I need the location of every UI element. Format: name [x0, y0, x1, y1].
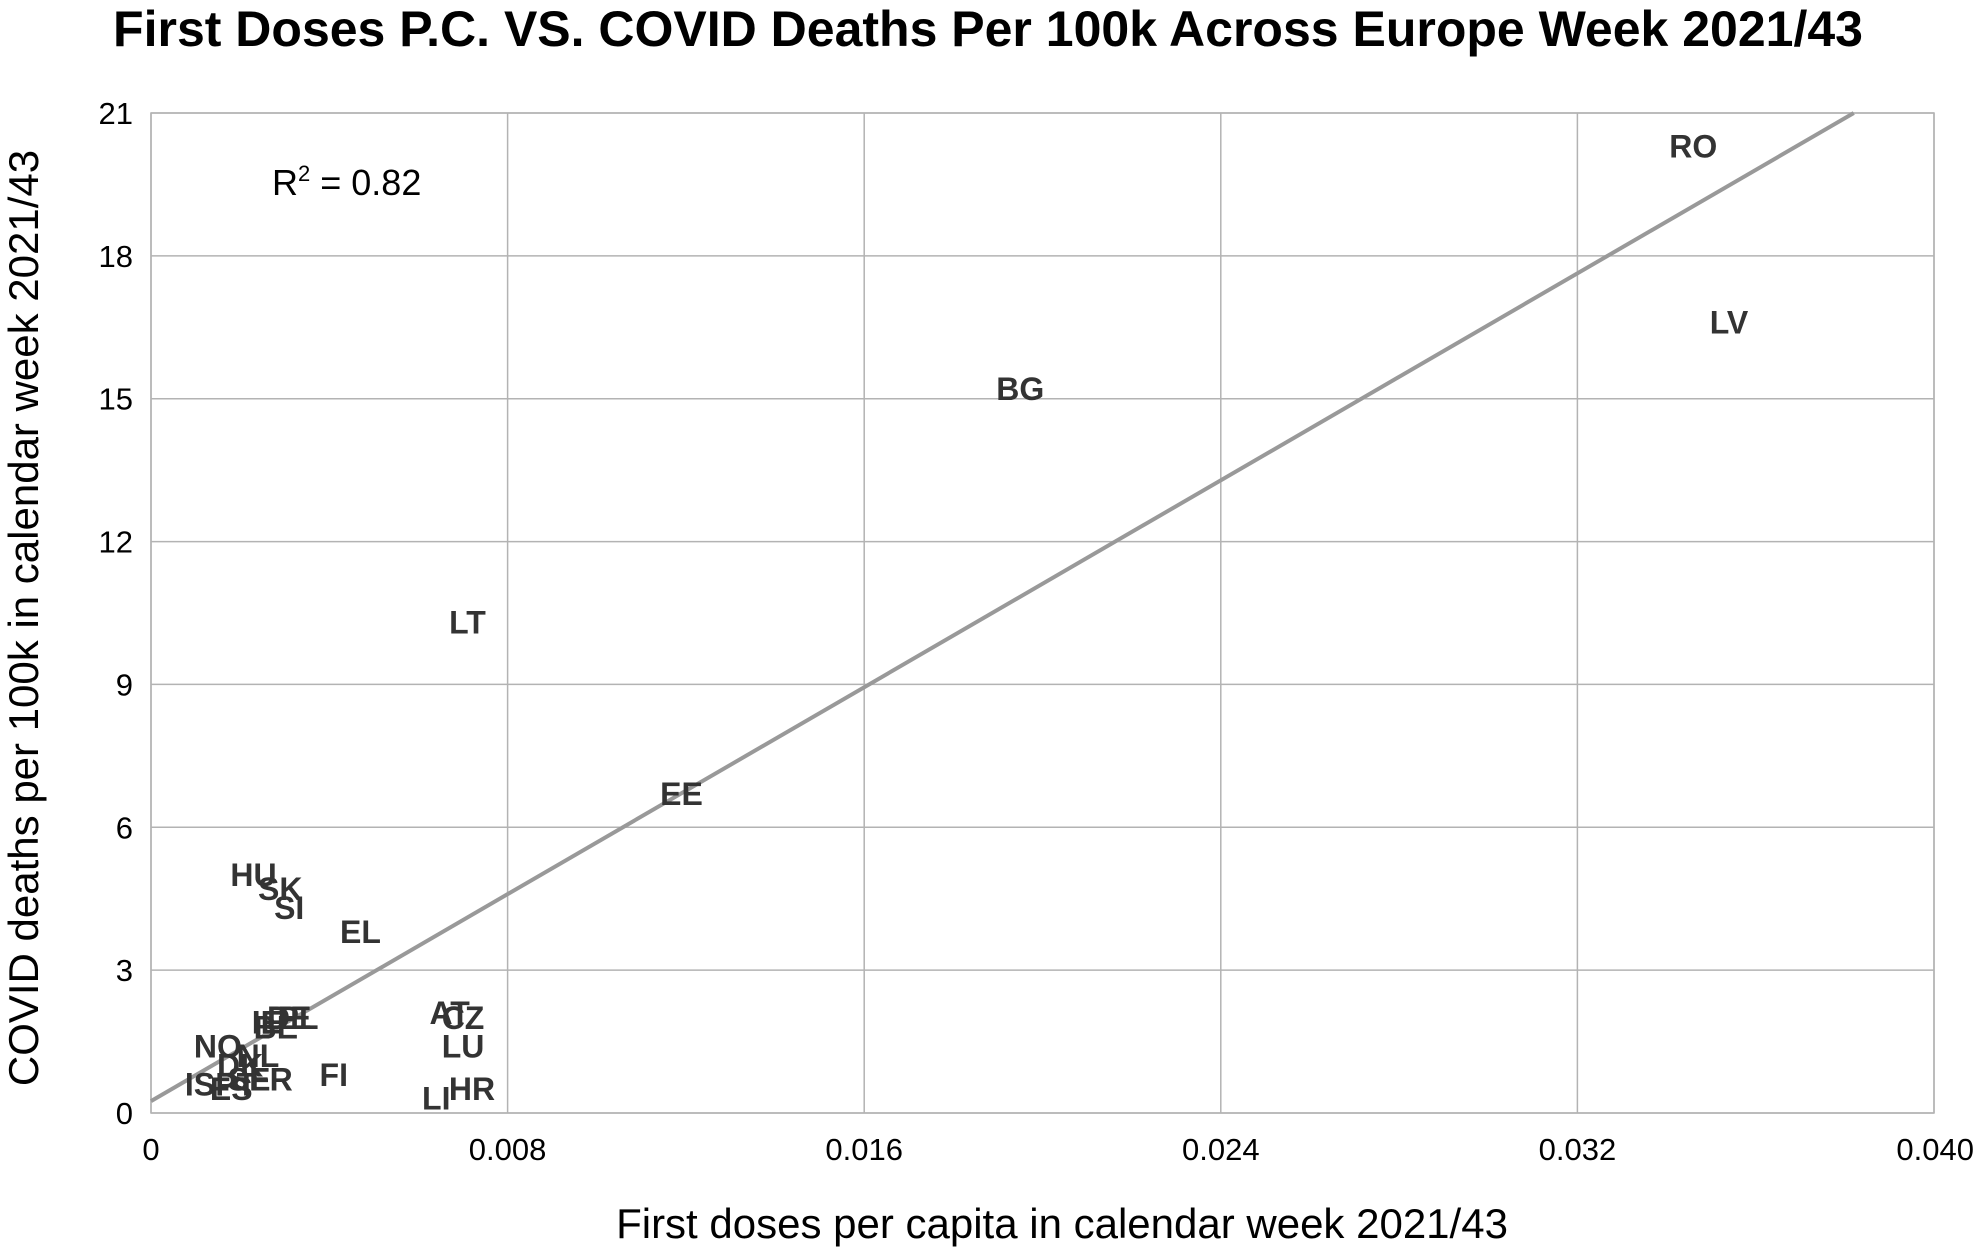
point-label-se: SE: [228, 1062, 271, 1098]
x-tick-label: 0: [142, 1132, 159, 1167]
point-label-el: EL: [340, 914, 381, 950]
point-label-is: IS: [185, 1066, 215, 1102]
y-tick-label: 9: [116, 667, 133, 702]
y-tick-label: 18: [99, 239, 133, 274]
point-label-es: ES: [210, 1071, 253, 1107]
point-label-lv: LV: [1710, 305, 1749, 341]
y-tick-label: 12: [99, 525, 133, 560]
point-label-hr: HR: [449, 1071, 495, 1107]
point-label-lu: LU: [442, 1028, 485, 1064]
point-label-ie: IE: [252, 1005, 282, 1041]
trend-line: [149, 111, 1855, 1103]
x-axis-ticks: 0 0.008 0.016 0.024 0.032 0.040: [142, 1132, 1974, 1167]
point-label-at: AT: [430, 995, 471, 1031]
point-label-ro: RO: [1669, 128, 1717, 164]
plot-area: [150, 112, 1935, 1114]
point-label-de: DE: [267, 1000, 311, 1036]
r-squared-annotation: R2 = 0.82: [272, 161, 421, 203]
chart-title: First Doses P.C. VS. COVID Deaths Per 10…: [113, 1, 1863, 57]
x-tick-label: 0.024: [1182, 1132, 1260, 1167]
x-tick-label: 0.016: [825, 1132, 903, 1167]
point-label-cz: CZ: [442, 1000, 485, 1036]
x-tick-label: 0.008: [469, 1132, 547, 1167]
point-label-no: NO: [194, 1028, 242, 1064]
point-label-lt: LT: [449, 605, 486, 641]
point-label-nl: NL: [237, 1038, 280, 1074]
grid: [150, 112, 1935, 1114]
y-tick-label: 0: [116, 1096, 133, 1131]
point-label-fi: FI: [320, 1057, 348, 1093]
point-label-ee: EE: [660, 776, 703, 812]
y-axis-label: COVID deaths per 100k in calendar week 2…: [0, 150, 47, 1086]
y-tick-label: 15: [99, 382, 133, 417]
point-label-hu: HU: [230, 857, 276, 893]
point-label-li: LI: [422, 1081, 450, 1117]
y-axis-ticks: 0 3 6 9 12 15 18 21: [99, 96, 133, 1131]
point-label-bg: BG: [996, 371, 1044, 407]
point-label-pl: PL: [278, 1000, 319, 1036]
y-tick-label: 3: [116, 953, 133, 988]
x-axis-label: First doses per capita in calendar week …: [616, 1200, 1508, 1247]
point-label-si: SI: [274, 890, 304, 926]
point-label-be: BE: [254, 1009, 298, 1045]
y-tick-label: 6: [116, 810, 133, 845]
x-tick-label: 0.032: [1539, 1132, 1617, 1167]
point-label-dk: DK: [217, 1047, 263, 1083]
point-label-pt: PT: [215, 1066, 256, 1102]
point-label-sk: SK: [258, 871, 302, 907]
point-label-fr: FR: [250, 1062, 293, 1098]
x-tick-label: 0.040: [1896, 1132, 1974, 1167]
y-tick-label: 21: [99, 96, 133, 131]
